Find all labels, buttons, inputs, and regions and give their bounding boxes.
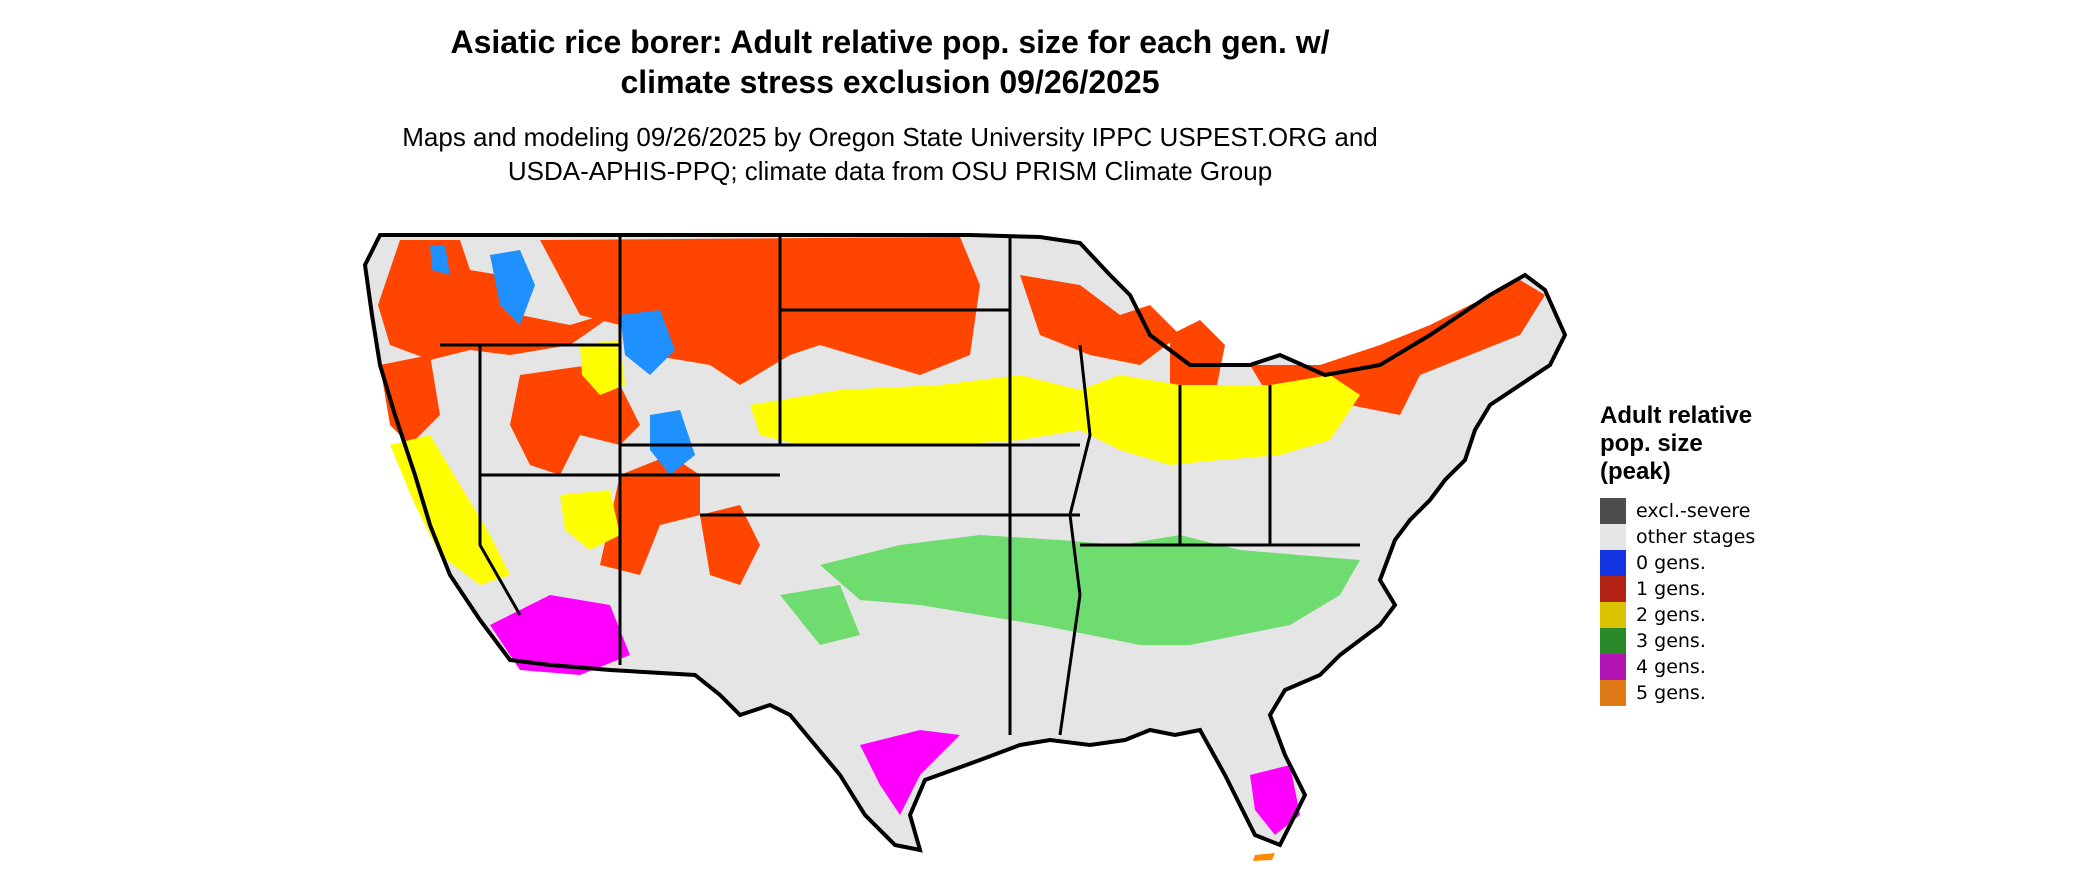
map-title: Asiatic rice borer: Adult relative pop. … bbox=[0, 22, 1780, 102]
one-gen-new-mexico bbox=[700, 505, 760, 585]
one-gen-great-basin bbox=[510, 365, 640, 475]
four-gen-arizona-desert bbox=[490, 595, 630, 675]
five-gen-florida-keys bbox=[1253, 853, 1275, 861]
legend-item-1-gens: 1 gens. bbox=[1600, 576, 1755, 602]
legend-swatch bbox=[1600, 576, 1626, 602]
legend-swatch bbox=[1600, 498, 1626, 524]
zero-gen-wyoming bbox=[620, 310, 675, 375]
us-map bbox=[362, 233, 1568, 861]
legend-label: 4 gens. bbox=[1636, 656, 1706, 678]
map-title-line-1: Asiatic rice borer: Adult relative pop. … bbox=[450, 24, 1330, 60]
legend-swatch bbox=[1600, 628, 1626, 654]
four-gen-florida bbox=[1250, 765, 1300, 835]
legend-item-other-stages: other stages bbox=[1600, 524, 1755, 550]
two-gen-utah bbox=[580, 340, 625, 395]
legend-item-3-gens: 3 gens. bbox=[1600, 628, 1755, 654]
legend-title: Adult relative pop. size (peak) bbox=[1600, 402, 1755, 486]
zero-gen-cascades bbox=[430, 245, 450, 275]
one-gen-regions bbox=[378, 237, 1545, 585]
legend-label: excl.-severe bbox=[1636, 500, 1751, 522]
legend-item-4-gens: 4 gens. bbox=[1600, 654, 1755, 680]
legend-swatch bbox=[1600, 550, 1626, 576]
one-gen-four-corners bbox=[600, 455, 700, 575]
four-gen-south-texas bbox=[860, 730, 960, 815]
zero-gen-regions bbox=[430, 245, 695, 475]
map-subtitle-line-1: Maps and modeling 09/26/2025 by Oregon S… bbox=[402, 122, 1378, 152]
three-gen-southern-plains bbox=[820, 535, 1360, 645]
map-subtitle-line-2: USDA-APHIS-PPQ; climate data from OSU PR… bbox=[507, 156, 1273, 186]
two-gen-arizona bbox=[560, 490, 620, 550]
five-gen-regions bbox=[1253, 853, 1275, 861]
legend-swatch bbox=[1600, 680, 1626, 706]
legend-label: 1 gens. bbox=[1636, 578, 1706, 600]
legend-swatch bbox=[1600, 654, 1626, 680]
legend-title-line-2: pop. size bbox=[1600, 430, 1703, 457]
state-borders bbox=[440, 237, 1360, 736]
legend-label: 3 gens. bbox=[1636, 630, 1706, 652]
four-gen-regions bbox=[490, 595, 1300, 835]
legend-title-line-3: (peak) bbox=[1600, 458, 1671, 485]
legend-item-2-gens: 2 gens. bbox=[1600, 602, 1755, 628]
legend-label: other stages bbox=[1636, 526, 1756, 548]
us-outline bbox=[362, 233, 1568, 853]
one-gen-west-coast bbox=[380, 355, 440, 445]
one-gen-great-lakes bbox=[1020, 275, 1180, 365]
legend-item-5-gens: 5 gens. bbox=[1600, 680, 1755, 706]
legend-swatch bbox=[1600, 602, 1626, 628]
legend-title-line-1: Adult relative bbox=[1600, 402, 1753, 429]
legend-swatch bbox=[1600, 524, 1626, 550]
border-nevada bbox=[478, 345, 522, 616]
legend: Adult relative pop. size (peak) excl.-se… bbox=[1600, 402, 1755, 706]
legend-label: 2 gens. bbox=[1636, 604, 1706, 626]
border-mississippi bbox=[1058, 344, 1092, 736]
three-gen-regions bbox=[780, 535, 1360, 645]
map-title-line-2: climate stress exclusion 09/26/2025 bbox=[620, 64, 1160, 100]
legend-item-0-gens: 0 gens. bbox=[1600, 550, 1755, 576]
zero-gen-colorado bbox=[650, 410, 695, 475]
map-subtitle: Maps and modeling 09/26/2025 by Oregon S… bbox=[0, 120, 1780, 188]
zero-gen-northern-rockies bbox=[490, 250, 535, 325]
three-gen-east-texas bbox=[780, 585, 860, 645]
legend-label: 0 gens. bbox=[1636, 552, 1706, 574]
two-gen-central-plains bbox=[750, 375, 1360, 465]
legend-item-excl-severe: excl.-severe bbox=[1600, 498, 1755, 524]
legend-label: 5 gens. bbox=[1636, 682, 1706, 704]
